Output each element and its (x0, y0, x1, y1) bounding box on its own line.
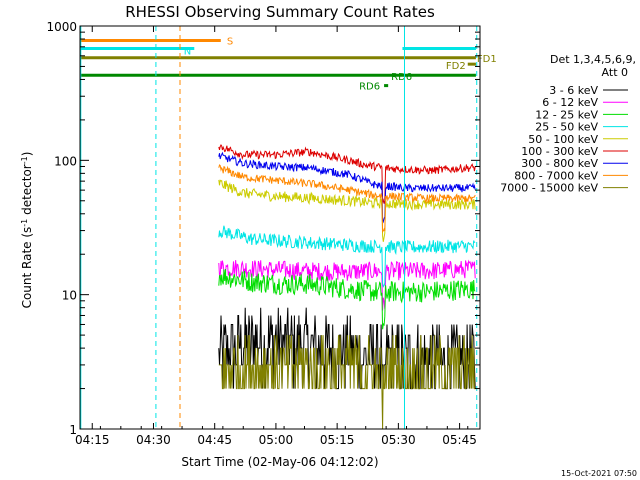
flag-label-s-0: S (227, 36, 233, 47)
legend-label-3: 25 - 50 keV (535, 121, 598, 134)
y-tick-label-1: 10 (62, 289, 77, 303)
flag-label-fd2-4: FD2 (446, 61, 466, 72)
legend-label-5: 100 - 300 keV (521, 145, 598, 158)
legend-label-7: 800 - 7000 keV (514, 169, 598, 182)
x-tick-label-5: 05:30 (381, 433, 416, 447)
legend-label-4: 50 - 100 keV (528, 133, 598, 146)
flag-label-fd1-3: FD1 (477, 54, 497, 65)
vertical-markers (80, 26, 478, 429)
flag-label-rd6-6: RD6 (359, 82, 380, 93)
series-line-5 (218, 143, 476, 204)
x-tick-label-3: 05:00 (259, 433, 294, 447)
x-axis-ticks: 04:15 04:30 04:45 05:00 05:15 05:30 05:45 (75, 26, 477, 447)
legend-label-0: 3 - 6 keV (549, 84, 598, 97)
plot-frame (79, 25, 481, 430)
x-tick-label-4: 05:15 (320, 433, 355, 447)
y-tick-label-2: 100 (54, 154, 77, 168)
legend-label-2: 12 - 25 keV (535, 108, 598, 121)
series-line-2 (218, 268, 476, 330)
y-axis-label: Count Rate (s-1 detector-1) (20, 152, 35, 309)
x-tick-label-0: 04:15 (75, 433, 110, 447)
x-tick-label-2: 04:45 (197, 433, 232, 447)
legend-label-1: 6 - 12 keV (542, 96, 598, 109)
flag-label-n-1: N (184, 46, 191, 57)
legend-label-8: 7000 - 15000 keV (500, 182, 598, 195)
x-tick-label-6: 05:45 (442, 433, 477, 447)
legend-header-attenuator: Att 0 (602, 66, 628, 79)
y-tick-label-3: 1000 (46, 20, 77, 34)
series-line-7 (218, 164, 476, 234)
series-line-3 (218, 225, 476, 288)
series-line-6 (218, 151, 476, 224)
series-line-1 (218, 259, 476, 311)
y-axis-ticks: 1 10 100 1000 (46, 20, 480, 437)
y-tick-label-0: 1 (69, 423, 77, 437)
flag-bars: S N FD1 FD2 RD6 RD6 (80, 36, 497, 93)
legend-label-6: 300 - 800 keV (521, 157, 598, 170)
legend-header-detectors: Det 1,3,4,5,6,9, (550, 53, 636, 66)
flag-label-rd6-5: RD6 (391, 72, 412, 83)
x-tick-label-1: 04:30 (136, 433, 171, 447)
chart-title: RHESSI Observing Summary Count Rates (125, 3, 435, 21)
footer-timestamp: 15-Oct-2021 07:50 (561, 469, 637, 478)
x-axis-label: Start Time (02-May-06 04:12:02) (181, 455, 378, 469)
data-series (218, 143, 476, 430)
series-line-8 (218, 335, 476, 430)
